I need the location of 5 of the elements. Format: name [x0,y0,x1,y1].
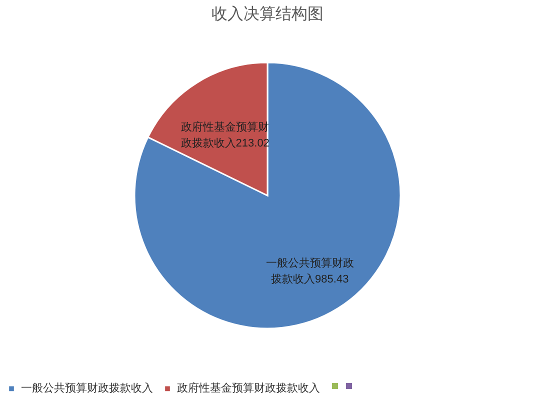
legend-label: 一般公共预算财政拨款收入 [21,382,153,395]
pie-slice [134,62,402,330]
data-label: 一般公共预算财政拨款收入985.43 [266,256,354,286]
chart-title: 收入决算结构图 [212,5,324,23]
legend-label: 政府性基金预算财政拨款收入 [177,382,320,395]
